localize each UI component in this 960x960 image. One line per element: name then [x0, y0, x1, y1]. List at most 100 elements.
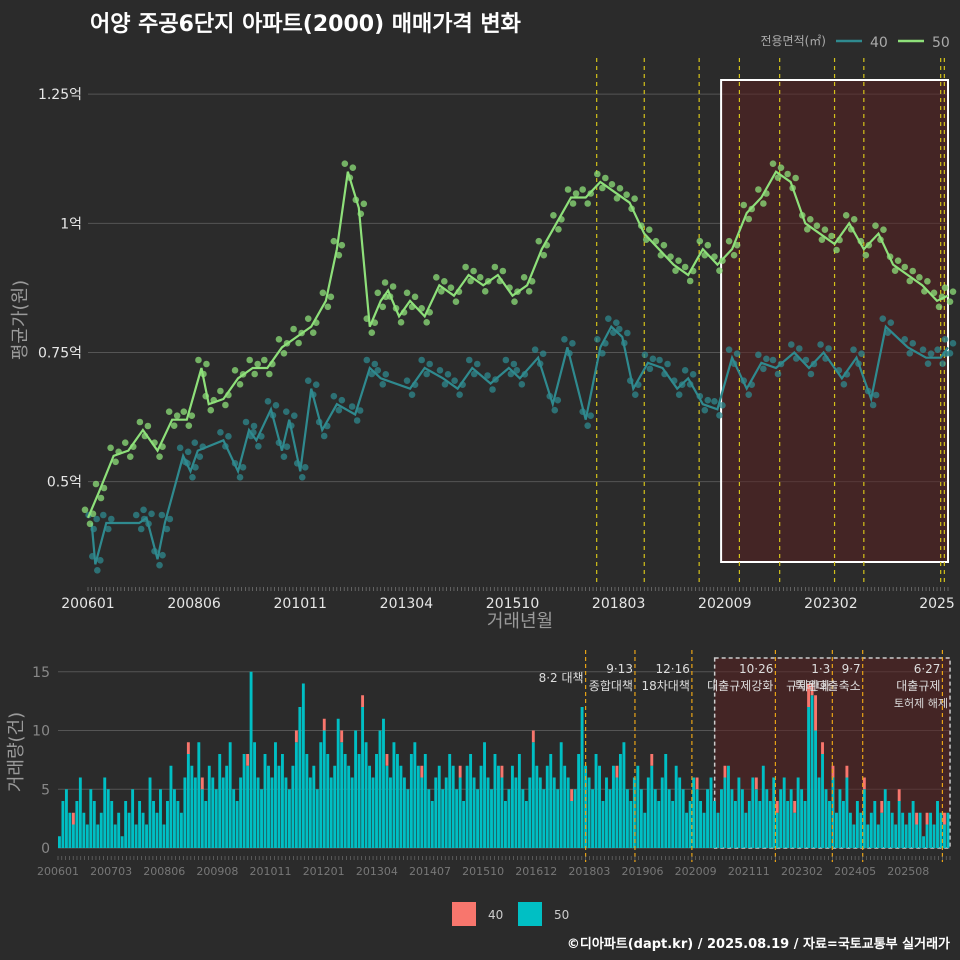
vol-x-tick-label-6: 201304 — [356, 865, 398, 878]
bar-50 — [765, 789, 769, 848]
bar-50 — [472, 777, 476, 848]
scatter-point-50 — [594, 170, 601, 178]
scatter-point-50 — [862, 251, 870, 259]
bar-50 — [796, 777, 800, 848]
vol-legend-swatch-50 — [518, 902, 542, 926]
bar-50 — [225, 765, 229, 848]
scatter-point-50 — [880, 226, 887, 233]
bar-50 — [573, 789, 577, 848]
scatter-point-50 — [397, 319, 405, 326]
scatter-point-50 — [261, 356, 268, 364]
bar-50 — [845, 777, 849, 848]
bar-50 — [120, 836, 124, 848]
bar-50 — [399, 765, 403, 848]
scatter-point-50 — [842, 212, 850, 219]
scatter-point-40 — [158, 511, 166, 519]
annotation-label-4: 1·3 — [811, 662, 830, 676]
bar-50 — [462, 801, 466, 848]
annotation-label-4: 규제완화 — [786, 679, 830, 693]
vol-x-tick-label-10: 201803 — [568, 865, 610, 878]
bar-50 — [329, 777, 333, 848]
scatter-point-40 — [927, 350, 935, 357]
bar-50 — [159, 789, 162, 848]
scatter-point-50 — [569, 200, 577, 207]
bar-50 — [124, 801, 128, 848]
scatter-point-40 — [176, 444, 184, 452]
scatter-point-40 — [594, 336, 601, 343]
bar-40 — [807, 683, 811, 707]
scatter-point-40 — [225, 433, 232, 440]
bar-50 — [134, 824, 138, 848]
bar-50 — [235, 801, 239, 848]
bar-50 — [646, 777, 650, 848]
bar-50 — [294, 742, 298, 848]
scatter-point-50 — [740, 201, 748, 209]
scatter-point-50 — [452, 298, 460, 305]
bar-40 — [831, 765, 835, 778]
bar-50 — [211, 777, 215, 848]
bar-50 — [657, 801, 661, 848]
bar-50 — [883, 789, 887, 848]
bar-40 — [810, 683, 814, 696]
bar-50 — [131, 789, 135, 848]
scatter-point-50 — [909, 267, 917, 275]
bar-50 — [281, 754, 284, 848]
scatter-point-50 — [246, 356, 253, 364]
scatter-point-40 — [236, 474, 244, 481]
scatter-point-50 — [170, 422, 178, 429]
bar-40 — [897, 789, 901, 801]
bar-50 — [915, 824, 919, 848]
bar-50 — [483, 742, 486, 848]
scatter-point-50 — [324, 303, 332, 311]
series-line-50 — [86, 170, 949, 519]
bar-40 — [200, 777, 204, 790]
scatter-point-40 — [539, 350, 547, 357]
bar-40 — [650, 754, 654, 766]
bar-50 — [256, 777, 260, 848]
bar-50 — [117, 812, 121, 848]
bar-50 — [200, 789, 204, 848]
bar-50 — [929, 812, 932, 848]
bar-50 — [625, 789, 629, 848]
bar-50 — [267, 765, 270, 848]
scatter-point-50 — [295, 339, 302, 347]
legend-label-40: 40 — [870, 35, 888, 51]
scatter-point-40 — [613, 319, 620, 326]
scatter-point-50 — [760, 200, 767, 207]
bar-50 — [660, 777, 664, 848]
bar-50 — [371, 777, 375, 848]
bar-50 — [713, 801, 716, 848]
scatter-point-40 — [192, 464, 199, 471]
scatter-point-40 — [551, 406, 559, 414]
x-axis-title: 거래년월 — [487, 611, 553, 632]
bar-50 — [476, 789, 480, 848]
scatter-point-50 — [686, 277, 694, 285]
bar-50 — [469, 754, 473, 848]
bar-50 — [253, 742, 257, 848]
scatter-point-50 — [203, 360, 210, 368]
scatter-point-40 — [689, 371, 697, 378]
bar-50 — [448, 754, 452, 848]
annotation-label-1: 종합대책 — [589, 678, 633, 693]
scatter-point-50 — [872, 222, 879, 229]
scatter-point-50 — [423, 319, 430, 326]
scatter-point-40 — [656, 356, 663, 364]
bar-50 — [643, 812, 647, 848]
bar-50 — [817, 777, 821, 848]
scatter-point-50 — [675, 257, 682, 264]
scatter-point-50 — [550, 212, 557, 219]
bar-50 — [859, 812, 863, 848]
x-tick-label-0: 200601 — [61, 596, 114, 612]
scatter-point-50 — [188, 412, 196, 419]
bar-50 — [531, 742, 535, 848]
bar-50 — [838, 789, 842, 848]
scatter-point-50 — [467, 277, 474, 285]
scatter-point-40 — [872, 391, 880, 399]
bar-50 — [545, 765, 549, 848]
highlight-period-box — [720, 79, 949, 563]
scatter-point-40 — [239, 464, 247, 471]
bar-50 — [737, 777, 741, 848]
scatter-point-40 — [97, 557, 104, 564]
x-tick-label-6: 202009 — [698, 596, 751, 612]
scatter-point-50 — [470, 267, 477, 275]
